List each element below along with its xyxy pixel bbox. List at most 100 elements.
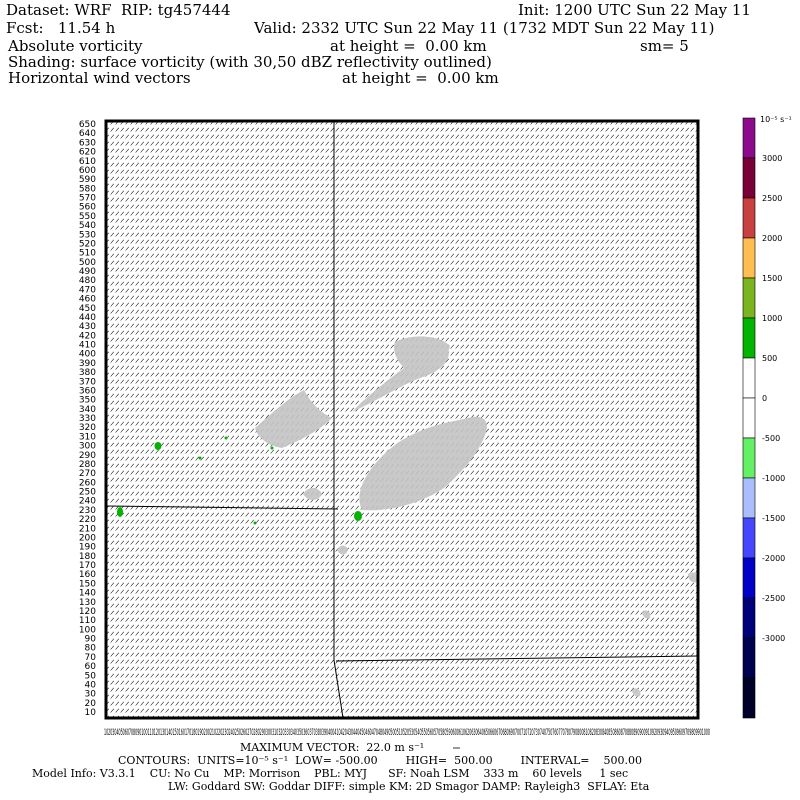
state-boundaries (105, 121, 699, 719)
y-tick-label: 30 (85, 690, 97, 700)
colorbar-label: -500 (762, 434, 780, 443)
colorbar-swatch (742, 597, 756, 639)
y-tick-label: 60 (85, 662, 97, 672)
colorbar-label: 3000 (762, 154, 782, 163)
y-tick-label: 390 (79, 359, 96, 369)
y-tick-label: 550 (79, 212, 96, 222)
y-tick-label: 270 (79, 469, 96, 479)
y-tick-label: 510 (79, 249, 96, 259)
field3-height: at height = 0.00 km (342, 69, 499, 87)
field1-name: Absolute vorticity (8, 37, 143, 55)
colorbar-label: 500 (762, 354, 777, 363)
y-tick-label: 560 (79, 203, 96, 213)
y-tick-label: 460 (79, 295, 96, 305)
y-tick-label: 590 (79, 175, 96, 185)
colorbar-swatch (742, 117, 756, 159)
colorbar-swatch (742, 357, 756, 399)
y-tick-label: 130 (79, 598, 96, 608)
y-tick-label: 580 (79, 184, 96, 194)
y-tick-label: 110 (79, 616, 96, 626)
y-tick-label: 160 (79, 570, 96, 580)
y-tick-label: 280 (79, 460, 96, 470)
colorbar-swatch (742, 317, 756, 359)
y-tick-label: 450 (79, 304, 96, 314)
max-vector-label: MAXIMUM VECTOR: 22.0 m s⁻¹ (240, 741, 425, 754)
colorbar-swatch (742, 637, 756, 679)
colorbar-swatch (742, 237, 756, 279)
y-tick-label: 630 (79, 138, 96, 148)
dataset-label: Dataset: WRF RIP: tg457444 (6, 1, 231, 19)
colorbar-label: -2500 (762, 594, 785, 603)
y-tick-label: 310 (79, 432, 96, 442)
wind-vector-field (106, 121, 698, 718)
init-time-label: Init: 1200 UTC Sun 22 May 11 (518, 1, 751, 19)
colorbar-label: -1000 (762, 474, 785, 483)
colorbar-label: -2000 (762, 554, 785, 563)
y-tick-label: 230 (79, 506, 96, 516)
colorbar: 10⁻⁵ s⁻¹ 3000 2500 2000 1500 1000 500 0 -500 -10… (742, 115, 792, 719)
y-axis: 6506406306206106005905805705605505405305… (79, 120, 96, 718)
y-tick-label: 650 (79, 120, 96, 130)
y-tick-label: 520 (79, 239, 96, 249)
model-info: Model Info: V3.3.1 CU: No Cu MP: Morriso… (32, 767, 629, 780)
y-tick-label: 220 (79, 515, 96, 525)
x-axis-tick-labels: 1020304050607080901001101201301401501601… (104, 728, 710, 738)
vorticity-shading (117, 436, 362, 525)
y-tick-label: 150 (79, 579, 96, 589)
y-tick-label: 340 (79, 405, 96, 415)
colorbar-label: 1000 (762, 314, 782, 323)
y-tick-label: 300 (79, 442, 96, 452)
y-tick-label: 370 (79, 377, 96, 387)
model-info-physics: LW: Goddard SW: Goddar DIFF: simple KM: … (168, 780, 650, 793)
y-tick-label: 360 (79, 386, 96, 396)
field1-height: at height = 0.00 km (330, 37, 487, 55)
y-tick-label: 440 (79, 313, 96, 323)
field3-name: Horizontal wind vectors (8, 69, 191, 87)
y-tick-label: 350 (79, 396, 96, 406)
y-tick-label: 100 (79, 625, 96, 635)
y-tick-label: 190 (79, 543, 96, 553)
y-tick-label: 490 (79, 267, 96, 277)
y-tick-label: 540 (79, 221, 96, 231)
y-tick-label: 600 (79, 166, 96, 176)
valid-time-label: Valid: 2332 UTC Sun 22 May 11 (1732 MDT … (254, 19, 715, 37)
y-tick-label: 240 (79, 497, 96, 507)
colorbar-swatch (742, 437, 756, 479)
y-tick-label: 640 (79, 129, 96, 139)
y-tick-label: 610 (79, 157, 96, 167)
colorbar-unit: 10⁻⁵ s⁻¹ (760, 115, 792, 124)
y-tick-label: 170 (79, 561, 96, 571)
y-tick-label: 430 (79, 322, 96, 332)
y-tick-label: 90 (85, 635, 97, 645)
y-tick-label: 400 (79, 350, 96, 360)
y-tick-label: 180 (79, 552, 96, 562)
y-tick-label: 480 (79, 276, 96, 286)
y-tick-label: 260 (79, 478, 96, 488)
colorbar-label: 0 (762, 394, 767, 403)
colorbar-swatch (742, 557, 756, 599)
y-tick-label: 410 (79, 341, 96, 351)
colorbar-swatch (742, 517, 756, 559)
y-tick-label: 500 (79, 258, 96, 268)
field1-smoothing: sm= 5 (640, 37, 689, 55)
forecast-hour-label: Fcst: 11.54 h (6, 19, 116, 37)
contours-info: CONTOURS: UNITS=10⁻⁵ s⁻¹ LOW= -500.00 HI… (118, 754, 642, 767)
y-tick-label: 290 (79, 451, 96, 461)
y-tick-label: 530 (79, 230, 96, 240)
shading-description: Shading: surface vorticity (with 30,50 d… (8, 53, 492, 71)
y-tick-label: 570 (79, 194, 96, 204)
map-frame (104, 119, 700, 720)
y-tick-label: 200 (79, 533, 96, 543)
colorbar-swatch (742, 197, 756, 239)
y-tick-label: 140 (79, 589, 96, 599)
y-tick-label: 50 (85, 671, 97, 681)
map-panel (104, 119, 700, 720)
y-tick-label: 80 (85, 644, 97, 654)
y-tick-label: 10 (85, 708, 97, 718)
colorbar-label: 2500 (762, 194, 782, 203)
y-tick-label: 320 (79, 423, 96, 433)
y-tick-label: 120 (79, 607, 96, 617)
y-tick-label: 70 (85, 653, 97, 663)
y-tick-label: 380 (79, 368, 96, 378)
